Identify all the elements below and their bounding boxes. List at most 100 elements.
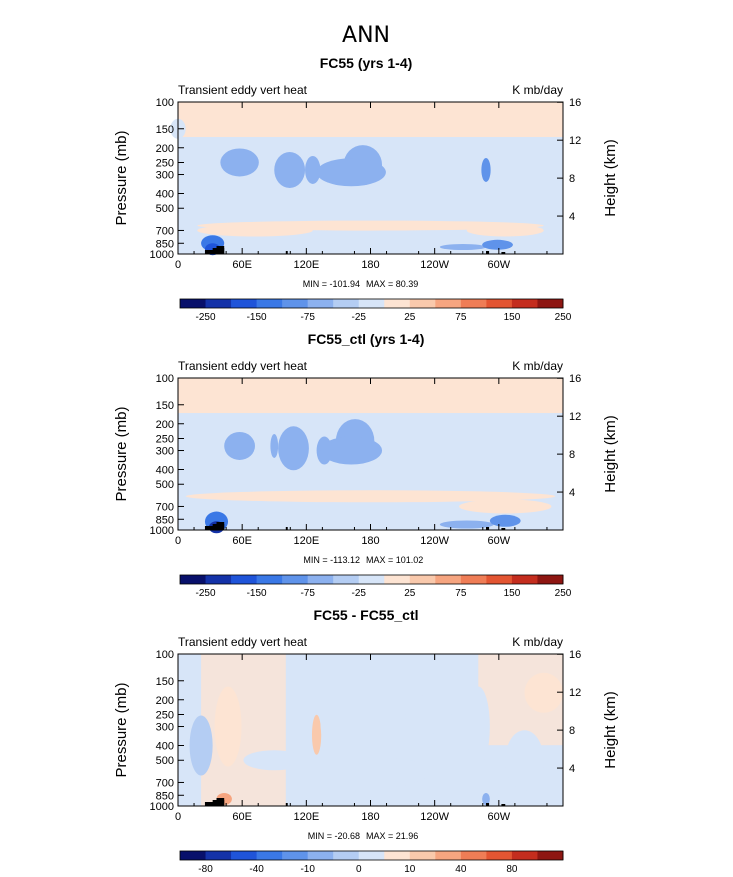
contour-region (405, 694, 452, 735)
y-tick-label: 100 (156, 649, 174, 661)
colorbar-label: -250 (196, 588, 216, 599)
contour-region (439, 244, 486, 251)
y-tick-label: 300 (156, 170, 174, 182)
colorbar-label: 25 (404, 312, 416, 323)
colorbar-swatch (282, 575, 309, 584)
max-label: MAX = 80.39 (366, 279, 418, 289)
y-tick-label: 250 (156, 709, 174, 721)
colorbar-swatch (358, 575, 385, 584)
colorbar-swatch (486, 299, 513, 308)
colorbar-swatch (333, 299, 360, 308)
topography (486, 251, 490, 254)
colorbar-label: -80 (198, 864, 213, 872)
contour-region (466, 224, 544, 237)
x-tick-label: 120E (293, 259, 319, 271)
y-tick-label: 100 (156, 373, 174, 385)
y-tick-label: 700 (156, 225, 174, 237)
colorbar-label: -75 (300, 312, 315, 323)
contour-region (243, 750, 306, 771)
colorbar-swatch (256, 575, 283, 584)
colorbar-frame (179, 850, 564, 861)
x-tick-label: 0 (175, 535, 181, 547)
height-tick-label: 4 (569, 487, 575, 499)
colorbar-label: -10 (300, 864, 315, 872)
y-tick-label: 200 (156, 143, 174, 155)
contour-region (481, 157, 491, 182)
colorbar-swatch (460, 575, 487, 584)
y-tick-label: 300 (156, 446, 174, 458)
colorbar-label: 250 (555, 588, 572, 599)
topography (501, 528, 506, 530)
panel-title: FC55_ctl (yrs 1-4) (308, 331, 425, 347)
colorbar-swatch (486, 851, 513, 860)
x-tick-label: 180 (361, 535, 379, 547)
main-title: ANN (342, 23, 390, 48)
panel-3: FC55 - FC55_ctl Transient eddy vert heat K… (113, 607, 619, 875)
colorbar-swatch (333, 575, 360, 584)
colorbar-swatch (384, 575, 411, 584)
colorbar-swatch (358, 851, 385, 860)
variable-label: Transient eddy vert heat (178, 635, 308, 649)
colorbar-swatch (537, 575, 564, 584)
x-tick-label: 180 (361, 811, 379, 823)
height-tick-label: 4 (569, 211, 575, 223)
contour-region (214, 686, 242, 767)
height-tick-label: 12 (569, 687, 581, 699)
x-tick-label: 0 (175, 259, 181, 271)
min-label: MIN = -101.94 (303, 279, 360, 289)
colorbar-swatch (358, 299, 385, 308)
colorbar-label: -25 (352, 312, 367, 323)
x-tick-label: 60E (232, 535, 252, 547)
topography (216, 246, 225, 254)
y-tick-label: 1000 (150, 249, 174, 261)
contour-region (224, 431, 256, 460)
colorbar-swatch (384, 851, 411, 860)
colorbar-swatch (180, 575, 207, 584)
colorbar-frame (179, 574, 564, 585)
colorbar-swatch (460, 299, 487, 308)
colorbar-swatch (231, 851, 258, 860)
colorbar-swatch (231, 299, 258, 308)
x-tick-label: 60W (488, 535, 511, 547)
colorbar-swatch (205, 851, 232, 860)
colorbar-swatch (435, 575, 462, 584)
y-tick-label: 250 (156, 433, 174, 445)
colorbar-swatch (307, 299, 334, 308)
colorbar-label: 75 (455, 588, 467, 599)
colorbar-swatch (282, 299, 309, 308)
topography (216, 522, 225, 530)
y-tick-label: 500 (156, 479, 174, 491)
colorbar-swatch (231, 575, 258, 584)
y-tick-label: 400 (156, 189, 174, 201)
contour-region (274, 151, 306, 188)
variable-label: Transient eddy vert heat (178, 83, 308, 97)
topography (501, 252, 506, 254)
panel-2: FC55_ctl (yrs 1-4)Transient eddy vert he… (113, 331, 619, 599)
contour-region (351, 758, 429, 787)
colorbar-label: 150 (504, 312, 521, 323)
x-tick-label: 60W (488, 811, 511, 823)
colorbar-swatch (256, 851, 283, 860)
y-tick-label: 150 (156, 676, 174, 688)
y-tick-label: 1000 (150, 801, 174, 813)
height-tick-label: 16 (569, 649, 581, 661)
colorbar-label: 150 (504, 588, 521, 599)
panel-1: FC55 (yrs 1-4) Transient eddy vert heat K … (113, 55, 619, 323)
contour-region (489, 514, 521, 527)
contour-region (482, 239, 513, 250)
colorbar-frame (179, 298, 564, 309)
y-tick-label: 850 (156, 514, 174, 526)
units-label: K mb/day (512, 359, 563, 373)
contour-region (316, 158, 386, 187)
colorbar-swatch (409, 299, 436, 308)
height-tick-label: 8 (569, 449, 575, 461)
x-tick-label: 120W (420, 811, 449, 823)
contour-region (466, 686, 490, 767)
contour-region (311, 714, 322, 755)
topography (501, 804, 506, 806)
colorbar-swatch (511, 851, 538, 860)
contour-region (185, 490, 556, 503)
y-tick-label: 150 (156, 124, 174, 136)
height-tick-label: 12 (569, 411, 581, 423)
